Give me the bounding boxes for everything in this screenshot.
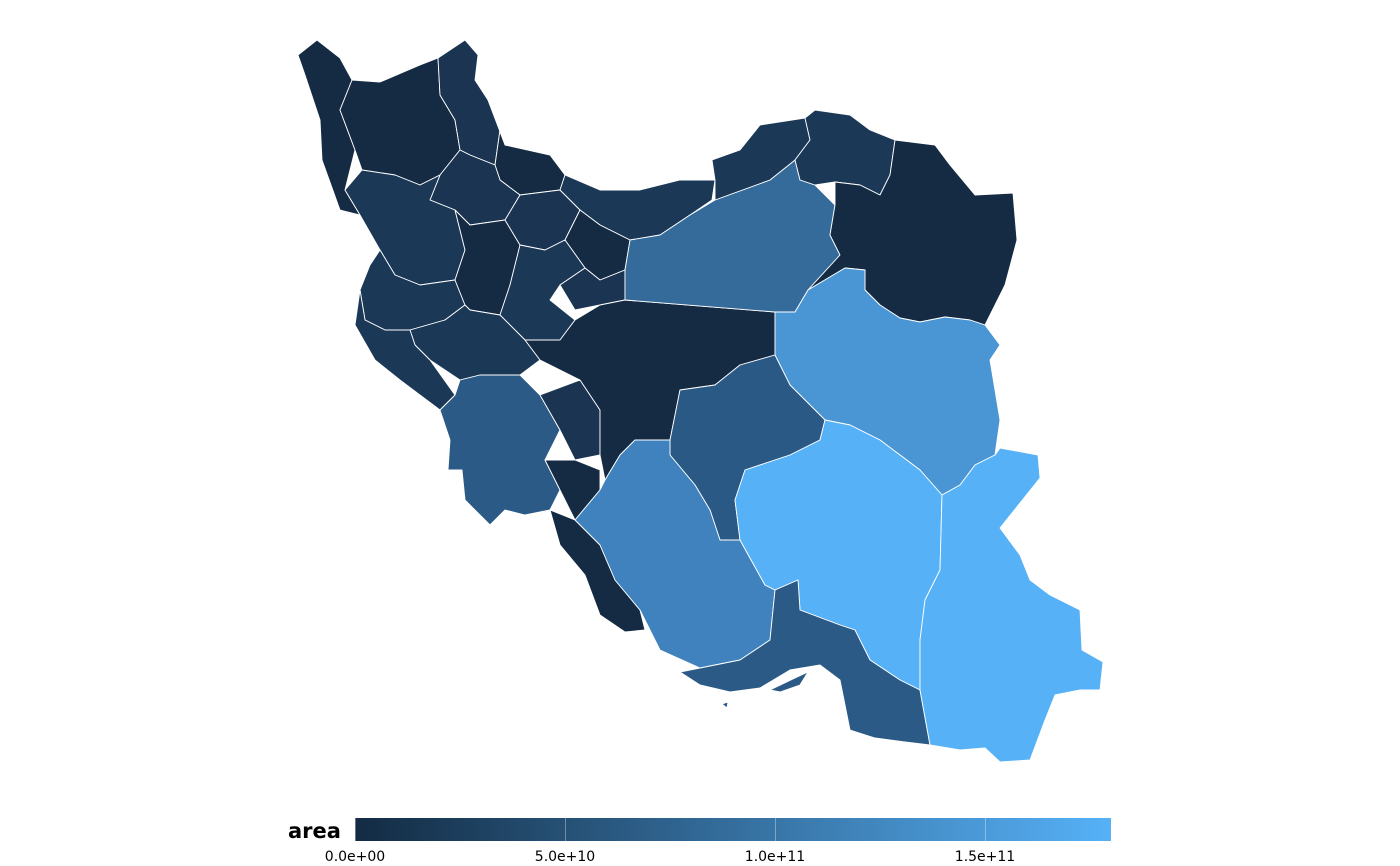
province-map (297, 39, 1104, 763)
legend-tick-label: 1.5e+11 (954, 849, 1016, 865)
legend-tick-mark (565, 818, 566, 841)
province-ilam[interactable] (354, 289, 456, 411)
island-qeshm (769, 671, 809, 693)
province-sistan-baluchestan[interactable] (919, 447, 1104, 763)
province-markazi[interactable] (499, 239, 586, 341)
legend-tick-mark (355, 818, 356, 841)
legend-colorbar (355, 818, 1111, 841)
legend-title: area (288, 819, 341, 843)
province-khuzestan[interactable] (439, 374, 561, 526)
legend-tick-mark (985, 818, 986, 841)
legend-tick-label: 1.0e+11 (744, 849, 806, 865)
legend-tick-mark (775, 818, 776, 841)
legend-tick-label: 0.0e+00 (324, 849, 386, 865)
island-kish (721, 701, 729, 709)
province-north-khorasan[interactable] (794, 109, 896, 196)
legend-tick-label: 5.0e+10 (534, 849, 596, 865)
